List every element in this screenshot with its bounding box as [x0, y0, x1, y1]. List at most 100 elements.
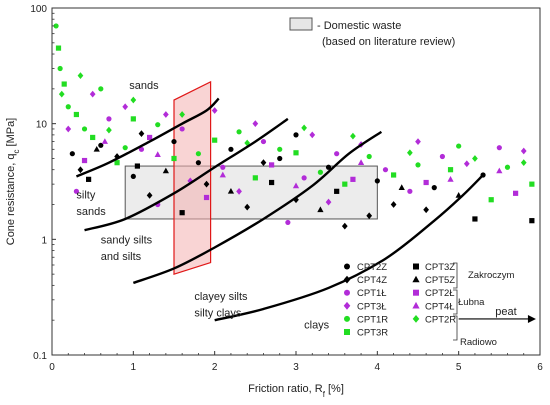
point-cpt2z-2 — [130, 173, 136, 180]
point-cpt1r-0 — [53, 23, 59, 29]
point-cpt1r-4 — [98, 86, 104, 92]
point-cpt2z-10 — [195, 160, 201, 166]
y-axis-title-sub: c — [12, 150, 21, 154]
point-cpt3r-1 — [61, 81, 67, 87]
point-cpt1r-2 — [65, 104, 71, 110]
point-cpt2r-8 — [407, 149, 413, 157]
x-axis-title: Friction ratio, Rf [%] — [248, 383, 344, 399]
point-cpt2r-2 — [106, 126, 112, 134]
legend-bracket-1 — [453, 289, 458, 315]
point-cpt3r-10 — [342, 181, 348, 187]
point-cpt1r-3 — [81, 126, 88, 132]
point-cpt1r-10 — [317, 169, 323, 175]
zone-label-1: silty — [76, 190, 95, 202]
point-cpt2ł-2 — [203, 194, 210, 201]
point-cpt3ł-8 — [463, 160, 470, 168]
point-cpt3r-4 — [114, 160, 120, 166]
point-cpt3r-14 — [529, 181, 535, 187]
point-cpt3z-5 — [472, 216, 478, 222]
legend-group-radiowo: Radiowo — [460, 337, 497, 348]
point-cpt3z-4 — [334, 188, 340, 194]
legend-label-cpt3z: CPT3Z — [425, 262, 455, 273]
point-cpt4ł-2 — [219, 171, 226, 178]
point-cpt1r-7 — [195, 151, 201, 157]
point-cpt2z-1 — [98, 142, 104, 148]
legend-label-cpt4ł: CPT4Ł — [425, 301, 455, 312]
point-cpt3z-6 — [529, 218, 535, 224]
point-cpt4z-9 — [260, 159, 267, 167]
point-cpt5z-3 — [317, 206, 324, 213]
point-cpt4ł-6 — [496, 167, 503, 174]
point-cpt2ł-5 — [423, 179, 429, 186]
legend-label-cpt2r: CPT2R — [425, 314, 456, 325]
point-cpt1ł-5 — [260, 138, 267, 145]
legend-label-cpt2z: CPT2Z — [357, 262, 387, 273]
point-cpt5z-0 — [93, 145, 100, 152]
point-cpt1ł-6 — [301, 175, 307, 181]
point-cpt2z-11 — [293, 132, 299, 138]
point-cpt3r-0 — [55, 45, 62, 51]
point-cpt1ł-3 — [179, 126, 185, 132]
point-cpt3z-2 — [179, 210, 185, 216]
domestic-waste-legend-swatch — [289, 17, 313, 31]
point-cpt3r-9 — [293, 150, 299, 156]
legend-bracket-2 — [453, 315, 458, 341]
point-cpt2r-5 — [244, 139, 251, 147]
y-axis-title-main: Cone resistance, q — [5, 154, 17, 246]
point-cpt1r-12 — [415, 162, 421, 168]
point-cpt2z-6 — [325, 164, 332, 170]
point-cpt4z-7 — [390, 201, 397, 208]
point-cpt1ł-1 — [106, 116, 112, 122]
point-cpt1r-11 — [366, 153, 372, 160]
x-axis-title-main: Friction ratio, R — [248, 383, 323, 395]
point-cpt3ł-1 — [122, 103, 129, 111]
point-cpt1ł-8 — [382, 167, 389, 173]
point-cpt3ł-9 — [520, 147, 527, 155]
point-cpt1ł-0 — [73, 188, 79, 194]
point-cpt3z-1 — [134, 163, 140, 169]
legend-marker-cpt2z — [344, 263, 350, 270]
point-cpt3ł-7 — [415, 138, 421, 145]
legend-label-cpt3r: CPT3R — [357, 328, 388, 339]
point-cpt3ł-12 — [325, 198, 332, 206]
point-cpt2ł-6 — [513, 190, 519, 196]
legend-marker-cpt3r — [344, 329, 350, 335]
point-cpt2z-0 — [69, 151, 75, 157]
point-cpt2r-3 — [130, 96, 137, 104]
zone-label-4: and silts — [101, 251, 142, 263]
point-cpt1r-5 — [122, 145, 128, 151]
legend-label-cpt4z: CPT4Z — [357, 275, 387, 286]
points-layer — [53, 23, 535, 230]
zone-label-3: sandy silts — [101, 235, 153, 247]
point-cpt1ł-2 — [138, 146, 145, 152]
point-cpt2z-5 — [277, 155, 283, 162]
legend-marker-cpt3z — [413, 263, 419, 270]
point-cpt1ł-12 — [285, 219, 291, 226]
point-cpt4z-10 — [138, 130, 145, 138]
x-tick-label-3: 3 — [293, 362, 299, 373]
zone-label-0: sands — [129, 80, 159, 92]
point-cpt3ł-0 — [89, 90, 96, 98]
point-cpt5z-2 — [227, 187, 235, 194]
point-cpt5z-4 — [398, 184, 405, 190]
legend-label-cpt3ł: CPT3Ł — [357, 301, 387, 312]
point-cpt2ł-3 — [269, 162, 275, 168]
legend-label-cpt5z: CPT5Z — [425, 275, 455, 286]
boundary-curve-2 — [84, 117, 289, 232]
point-cpt3r-5 — [130, 116, 136, 122]
point-cpt1r-9 — [277, 146, 283, 152]
x-tick-label-4: 4 — [375, 362, 381, 373]
point-cpt4ł-1 — [154, 151, 161, 157]
point-cpt4ł-5 — [447, 175, 454, 182]
point-cpt2r-0 — [58, 90, 65, 98]
x-tick-label-2: 2 — [212, 362, 218, 373]
point-cpt1ł-4 — [220, 164, 226, 170]
y-tick-label-3: 100 — [30, 4, 47, 15]
peat-label: peat — [495, 306, 516, 318]
y-axis-title-unit: [MPa] — [5, 118, 17, 150]
zone-label-7: clays — [304, 319, 330, 331]
point-cpt2r-7 — [350, 132, 356, 140]
x-tick-label-6: 6 — [537, 362, 543, 373]
point-cpt2r-9 — [472, 155, 478, 162]
